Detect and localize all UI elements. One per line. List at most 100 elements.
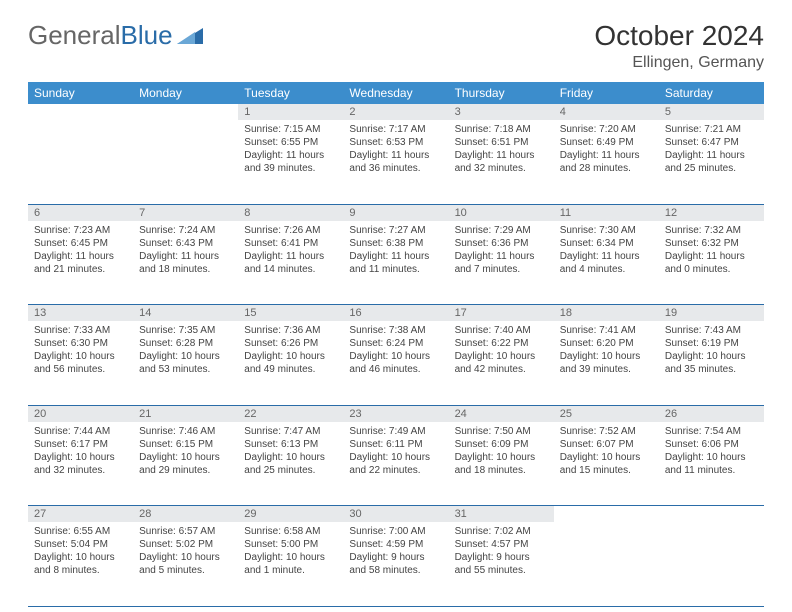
day-cell: Sunrise: 6:58 AMSunset: 5:00 PMDaylight:… bbox=[238, 522, 343, 606]
day-number-cell: 27 bbox=[28, 506, 133, 523]
daylight-text: Daylight: 11 hours and 36 minutes. bbox=[349, 149, 442, 175]
daylight-text: Daylight: 11 hours and 28 minutes. bbox=[560, 149, 653, 175]
sunrise-text: Sunrise: 7:15 AM bbox=[244, 123, 337, 136]
sunset-text: Sunset: 6:28 PM bbox=[139, 337, 232, 350]
day-cell-body: Sunrise: 7:36 AMSunset: 6:26 PMDaylight:… bbox=[238, 321, 343, 382]
day-number-cell: 9 bbox=[343, 204, 448, 221]
daylight-text: Daylight: 10 hours and 25 minutes. bbox=[244, 451, 337, 477]
daylight-text: Daylight: 10 hours and 29 minutes. bbox=[139, 451, 232, 477]
sunrise-text: Sunrise: 7:29 AM bbox=[455, 224, 548, 237]
day-cell-body: Sunrise: 7:23 AMSunset: 6:45 PMDaylight:… bbox=[28, 221, 133, 282]
weekday-header: Wednesday bbox=[343, 82, 448, 104]
day-cell-body: Sunrise: 7:20 AMSunset: 6:49 PMDaylight:… bbox=[554, 120, 659, 181]
day-number-cell: 2 bbox=[343, 104, 448, 120]
day-number-cell: 4 bbox=[554, 104, 659, 120]
month-title: October 2024 bbox=[594, 20, 764, 52]
sunset-text: Sunset: 6:38 PM bbox=[349, 237, 442, 250]
daylight-text: Daylight: 11 hours and 32 minutes. bbox=[455, 149, 548, 175]
sunrise-text: Sunrise: 6:57 AM bbox=[139, 525, 232, 538]
day-cell: Sunrise: 7:54 AMSunset: 6:06 PMDaylight:… bbox=[659, 422, 764, 506]
sunrise-text: Sunrise: 7:18 AM bbox=[455, 123, 548, 136]
sunrise-text: Sunrise: 6:55 AM bbox=[34, 525, 127, 538]
day-number-cell: 28 bbox=[133, 506, 238, 523]
weekday-header: Sunday bbox=[28, 82, 133, 104]
sunrise-text: Sunrise: 7:54 AM bbox=[665, 425, 758, 438]
sunrise-text: Sunrise: 7:27 AM bbox=[349, 224, 442, 237]
page-header: GeneralBlue October 2024 Ellingen, Germa… bbox=[28, 20, 764, 72]
day-cell bbox=[554, 522, 659, 606]
day-number-row: 13141516171819 bbox=[28, 305, 764, 322]
day-number-cell: 24 bbox=[449, 405, 554, 422]
sunset-text: Sunset: 6:22 PM bbox=[455, 337, 548, 350]
calendar-body: 12345Sunrise: 7:15 AMSunset: 6:55 PMDayl… bbox=[28, 104, 764, 606]
sunrise-text: Sunrise: 7:02 AM bbox=[455, 525, 548, 538]
day-cell-body: Sunrise: 7:26 AMSunset: 6:41 PMDaylight:… bbox=[238, 221, 343, 282]
daylight-text: Daylight: 10 hours and 5 minutes. bbox=[139, 551, 232, 577]
day-cell-body: Sunrise: 7:50 AMSunset: 6:09 PMDaylight:… bbox=[449, 422, 554, 483]
day-cell: Sunrise: 7:33 AMSunset: 6:30 PMDaylight:… bbox=[28, 321, 133, 405]
daylight-text: Daylight: 11 hours and 14 minutes. bbox=[244, 250, 337, 276]
day-cell: Sunrise: 7:20 AMSunset: 6:49 PMDaylight:… bbox=[554, 120, 659, 204]
day-number-row: 12345 bbox=[28, 104, 764, 120]
day-cell: Sunrise: 7:27 AMSunset: 6:38 PMDaylight:… bbox=[343, 221, 448, 305]
day-cell: Sunrise: 7:41 AMSunset: 6:20 PMDaylight:… bbox=[554, 321, 659, 405]
logo-text-2: Blue bbox=[121, 20, 173, 51]
day-cell: Sunrise: 6:57 AMSunset: 5:02 PMDaylight:… bbox=[133, 522, 238, 606]
sunset-text: Sunset: 6:55 PM bbox=[244, 136, 337, 149]
day-number-cell: 3 bbox=[449, 104, 554, 120]
day-cell: Sunrise: 7:46 AMSunset: 6:15 PMDaylight:… bbox=[133, 422, 238, 506]
weekday-header: Saturday bbox=[659, 82, 764, 104]
logo: GeneralBlue bbox=[28, 20, 203, 51]
day-cell-body: Sunrise: 7:54 AMSunset: 6:06 PMDaylight:… bbox=[659, 422, 764, 483]
sunset-text: Sunset: 6:26 PM bbox=[244, 337, 337, 350]
day-cell: Sunrise: 7:17 AMSunset: 6:53 PMDaylight:… bbox=[343, 120, 448, 204]
day-cell: Sunrise: 7:35 AMSunset: 6:28 PMDaylight:… bbox=[133, 321, 238, 405]
day-number-cell: 22 bbox=[238, 405, 343, 422]
day-cell-body: Sunrise: 7:32 AMSunset: 6:32 PMDaylight:… bbox=[659, 221, 764, 282]
day-cell bbox=[659, 522, 764, 606]
daylight-text: Daylight: 10 hours and 8 minutes. bbox=[34, 551, 127, 577]
day-cell: Sunrise: 7:40 AMSunset: 6:22 PMDaylight:… bbox=[449, 321, 554, 405]
sunset-text: Sunset: 5:04 PM bbox=[34, 538, 127, 551]
daylight-text: Daylight: 10 hours and 53 minutes. bbox=[139, 350, 232, 376]
daylight-text: Daylight: 9 hours and 55 minutes. bbox=[455, 551, 548, 577]
daylight-text: Daylight: 10 hours and 42 minutes. bbox=[455, 350, 548, 376]
day-cell-body: Sunrise: 7:44 AMSunset: 6:17 PMDaylight:… bbox=[28, 422, 133, 483]
day-number-cell: 15 bbox=[238, 305, 343, 322]
day-cell: Sunrise: 7:50 AMSunset: 6:09 PMDaylight:… bbox=[449, 422, 554, 506]
daylight-text: Daylight: 10 hours and 49 minutes. bbox=[244, 350, 337, 376]
day-cell-body: Sunrise: 7:15 AMSunset: 6:55 PMDaylight:… bbox=[238, 120, 343, 181]
day-number-cell: 6 bbox=[28, 204, 133, 221]
week-row: Sunrise: 6:55 AMSunset: 5:04 PMDaylight:… bbox=[28, 522, 764, 606]
sunset-text: Sunset: 6:49 PM bbox=[560, 136, 653, 149]
daylight-text: Daylight: 10 hours and 35 minutes. bbox=[665, 350, 758, 376]
sunset-text: Sunset: 6:32 PM bbox=[665, 237, 758, 250]
day-cell-body: Sunrise: 7:35 AMSunset: 6:28 PMDaylight:… bbox=[133, 321, 238, 382]
day-cell-body: Sunrise: 7:49 AMSunset: 6:11 PMDaylight:… bbox=[343, 422, 448, 483]
daylight-text: Daylight: 11 hours and 11 minutes. bbox=[349, 250, 442, 276]
sunset-text: Sunset: 6:51 PM bbox=[455, 136, 548, 149]
day-number-cell bbox=[659, 506, 764, 523]
day-cell: Sunrise: 7:26 AMSunset: 6:41 PMDaylight:… bbox=[238, 221, 343, 305]
daylight-text: Daylight: 10 hours and 1 minute. bbox=[244, 551, 337, 577]
sunrise-text: Sunrise: 7:40 AM bbox=[455, 324, 548, 337]
day-cell: Sunrise: 7:21 AMSunset: 6:47 PMDaylight:… bbox=[659, 120, 764, 204]
sunset-text: Sunset: 6:19 PM bbox=[665, 337, 758, 350]
sunset-text: Sunset: 6:20 PM bbox=[560, 337, 653, 350]
sunset-text: Sunset: 6:24 PM bbox=[349, 337, 442, 350]
day-cell: Sunrise: 7:23 AMSunset: 6:45 PMDaylight:… bbox=[28, 221, 133, 305]
day-number-cell: 8 bbox=[238, 204, 343, 221]
sunrise-text: Sunrise: 6:58 AM bbox=[244, 525, 337, 538]
day-number-cell: 30 bbox=[343, 506, 448, 523]
sunset-text: Sunset: 6:47 PM bbox=[665, 136, 758, 149]
sunset-text: Sunset: 4:57 PM bbox=[455, 538, 548, 551]
day-cell: Sunrise: 7:32 AMSunset: 6:32 PMDaylight:… bbox=[659, 221, 764, 305]
day-number-cell: 20 bbox=[28, 405, 133, 422]
day-cell-body: Sunrise: 7:21 AMSunset: 6:47 PMDaylight:… bbox=[659, 120, 764, 181]
daylight-text: Daylight: 10 hours and 22 minutes. bbox=[349, 451, 442, 477]
day-cell: Sunrise: 6:55 AMSunset: 5:04 PMDaylight:… bbox=[28, 522, 133, 606]
weekday-header-row: Sunday Monday Tuesday Wednesday Thursday… bbox=[28, 82, 764, 104]
day-cell: Sunrise: 7:15 AMSunset: 6:55 PMDaylight:… bbox=[238, 120, 343, 204]
sunrise-text: Sunrise: 7:52 AM bbox=[560, 425, 653, 438]
sunset-text: Sunset: 6:07 PM bbox=[560, 438, 653, 451]
